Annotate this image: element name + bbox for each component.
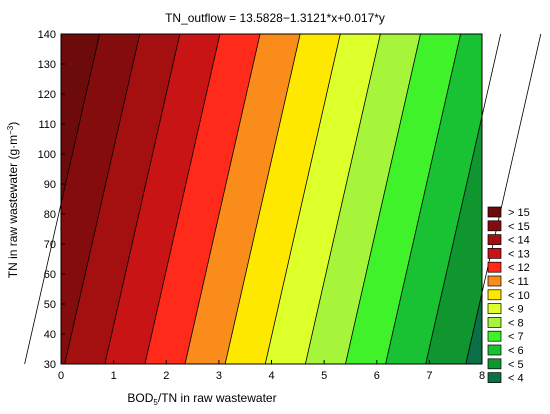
- contour-line: [64, 33, 141, 365]
- y-tick-label: 80: [44, 209, 56, 221]
- contour-line: [264, 33, 341, 365]
- x-tick-label: 5: [321, 370, 327, 382]
- y-tick-label: 90: [44, 179, 56, 191]
- x-axis: 0 1 2 3 4 5 6 7 8: [58, 360, 485, 382]
- legend-swatch: [487, 372, 502, 383]
- legend-swatch: [487, 206, 502, 218]
- legend-swatch: [487, 344, 502, 356]
- y-tick-label: 130: [38, 59, 56, 71]
- legend-swatch: [487, 220, 502, 232]
- x-tick-label: 6: [374, 370, 380, 382]
- contour-line: [24, 33, 101, 365]
- y-tick-label: 100: [38, 149, 56, 161]
- legend-swatch: [487, 317, 502, 328]
- legend-label: < 14: [508, 235, 530, 247]
- y-tick-label: 60: [44, 269, 56, 281]
- legend-swatch: [487, 275, 502, 287]
- contour-lines: [24, 33, 542, 365]
- legend-label: < 12: [508, 262, 530, 274]
- x-tick-label: 4: [268, 370, 274, 382]
- contour-line: [304, 33, 381, 365]
- y-tick-label: 40: [44, 329, 56, 341]
- legend-label: < 15: [508, 221, 530, 233]
- contour-line: [104, 33, 181, 365]
- legend-swatch: [487, 234, 502, 245]
- legend-label: < 11: [508, 276, 529, 288]
- legend-label: < 7: [508, 331, 524, 343]
- legend-swatch: [487, 303, 502, 314]
- contour-regions: [60, 33, 483, 365]
- legend-label: > 15: [508, 207, 530, 219]
- legend-swatch: [487, 358, 502, 370]
- legend-swatch: [487, 261, 502, 273]
- x-tick-label: 1: [111, 370, 117, 382]
- x-tick-label: 8: [479, 370, 485, 382]
- legend-label: < 8: [508, 317, 524, 329]
- legend-label: < 10: [508, 290, 530, 302]
- legend-label: < 6: [508, 345, 524, 357]
- contour-line: [144, 33, 221, 365]
- contour-line: [425, 33, 502, 365]
- x-tick-label: 2: [163, 370, 169, 382]
- contour-line: [224, 33, 301, 365]
- y-tick-label: 110: [38, 119, 56, 131]
- legend-swatch: [487, 248, 502, 259]
- y-axis: 30 40 50 60 70 80 90 100 110 120 130 140: [38, 29, 65, 371]
- legend-swatch: [487, 289, 502, 301]
- legend: > 15 < 15 < 14< 13 < 12 < 11 < 10 < 9< 8 < 7 < 6…: [487, 206, 530, 385]
- y-axis-label: TN in raw wastewater (g·m−3): [6, 122, 20, 279]
- legend-label: < 4: [508, 373, 524, 385]
- x-tick-label: 0: [58, 370, 64, 382]
- x-axis-label: BOD5/TN in raw wastewater: [127, 391, 276, 407]
- contour-line: [345, 33, 421, 365]
- contour-line: [385, 33, 461, 365]
- legend-label: < 13: [508, 248, 530, 260]
- chart-title: TN_outflow = 13.5828−1.3121*x+0.017*y: [165, 11, 385, 25]
- contour-line: [184, 33, 261, 365]
- x-tick-label: 3: [216, 370, 222, 382]
- contour-line: [465, 33, 542, 365]
- legend-label: < 5: [508, 359, 524, 371]
- y-tick-label: 140: [38, 29, 56, 41]
- y-tick-label: 70: [44, 239, 56, 251]
- y-tick-label: 30: [44, 359, 56, 371]
- x-tick-label: 7: [426, 370, 432, 382]
- y-tick-label: 50: [44, 299, 56, 311]
- y-tick-label: 120: [38, 89, 56, 101]
- legend-label: < 9: [508, 304, 524, 316]
- legend-swatch: [487, 330, 502, 342]
